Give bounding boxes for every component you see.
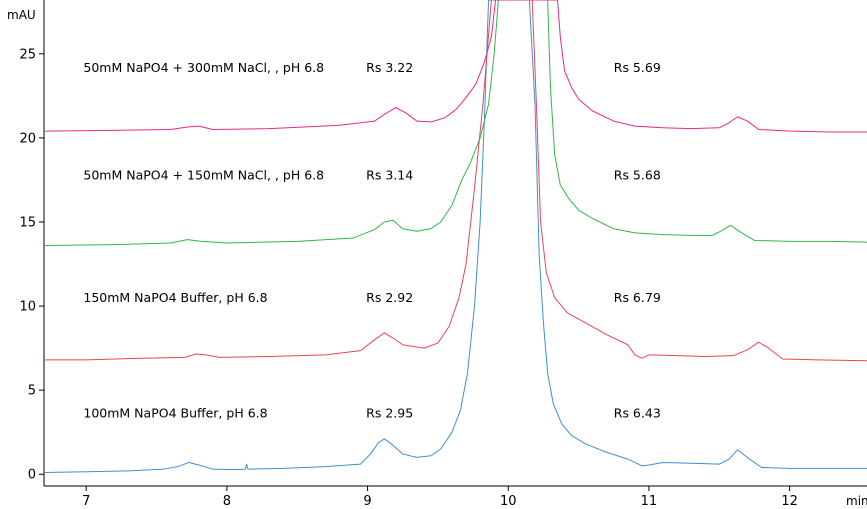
annotation-label: Rs 2.92	[366, 290, 413, 305]
x-tick-label: 9	[363, 494, 371, 509]
annotation-label: 50mM NaPO4 + 150mM NaCl, , pH 6.8	[83, 167, 324, 182]
series-line-3	[45, 0, 867, 133]
annotations: 50mM NaPO4 + 300mM NaCl, , pH 6.8 Rs 3.22…	[83, 60, 660, 421]
series-line-0	[45, 0, 867, 474]
annotation-label: 50mM NaPO4 + 300mM NaCl, , pH 6.8	[83, 60, 324, 75]
series-lines	[45, 0, 867, 474]
x-tick-label: 11	[641, 494, 658, 509]
series-line-1	[45, 0, 867, 362]
y-tick-label: 5	[28, 384, 36, 399]
y-tick-label: 25	[19, 47, 36, 62]
annotation-label: Rs 3.22	[366, 60, 413, 75]
x-tick-label: 10	[500, 494, 517, 509]
annotation-label: Rs 5.69	[614, 60, 661, 75]
x-tick-label: 12	[781, 494, 798, 509]
y-tick-label: 15	[19, 215, 36, 230]
annotation-label: 100mM NaPO4 Buffer, pH 6.8	[83, 405, 267, 420]
x-tick-label: 8	[223, 494, 231, 509]
annotation-label: Rs 3.14	[366, 167, 413, 182]
y-tick-label: 10	[19, 300, 36, 315]
x-axis-title: min	[846, 494, 867, 508]
y-axis-title: mAU	[7, 8, 36, 22]
y-tick-label: 0	[28, 468, 36, 483]
y-ticks: 0 5 10 15 20 25	[19, 47, 44, 483]
series-line-2	[45, 0, 867, 247]
x-ticks: 7 8 9 10 11 12	[82, 486, 798, 509]
annotation-label: Rs 2.95	[366, 405, 413, 420]
x-tick-label: 7	[82, 494, 90, 509]
y-tick-label: 20	[19, 131, 36, 146]
annotation-label: Rs 6.79	[614, 290, 661, 305]
annotation-label: 150mM NaPO4 Buffer, pH 6.8	[83, 290, 267, 305]
annotation-label: Rs 5.68	[614, 167, 661, 182]
annotation-label: Rs 6.43	[614, 405, 661, 420]
